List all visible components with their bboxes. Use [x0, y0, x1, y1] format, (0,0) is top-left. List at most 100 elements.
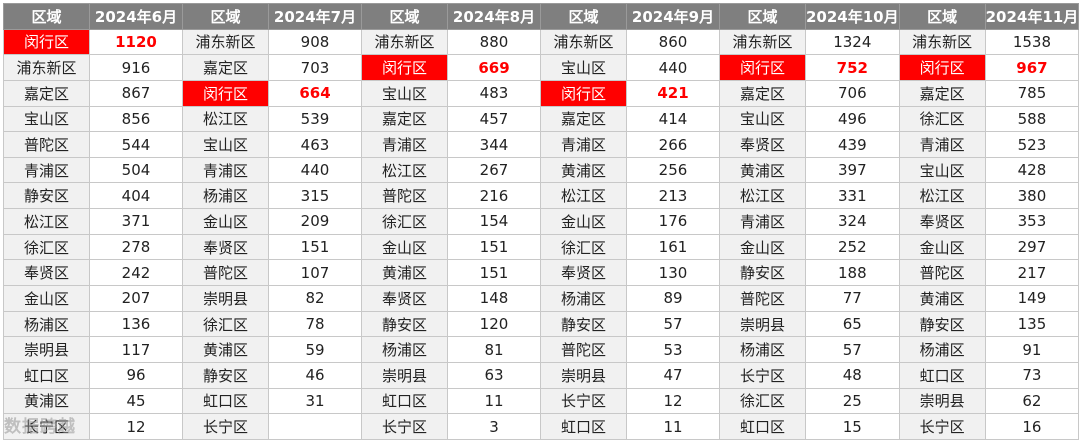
region-cell: 青浦区	[361, 131, 448, 158]
value-cell: 149	[984, 285, 1080, 312]
value-cell: 65	[805, 310, 900, 338]
region-cell: 长宁区	[540, 387, 627, 415]
region-cell: 浦东新区	[540, 28, 627, 56]
value-cell: 73	[984, 361, 1080, 389]
table-body: 闵行区 1120 浦东新区 908 浦东新区 880 浦东新区 860 浦东新区 1324 浦东新区…	[3, 28, 1080, 440]
region-cell: 闵行区	[3, 28, 90, 56]
region-cell: 黄浦区	[182, 336, 269, 363]
value-cell: 11	[626, 413, 720, 440]
region-cell: 杨浦区	[540, 285, 627, 312]
value-cell: 12	[626, 387, 720, 415]
value-cell: 130	[626, 259, 720, 287]
value-cell: 256	[626, 156, 720, 184]
value-cell: 3	[447, 413, 541, 440]
value-cell: 12	[89, 413, 183, 440]
table-row: 普陀区 544 宝山区 463 青浦区 344 青浦区 266 奉贤区 439 青浦区 523	[3, 131, 1080, 158]
value-cell: 483	[447, 79, 541, 107]
value-cell: 278	[89, 233, 183, 261]
region-cell: 普陀区	[719, 285, 806, 312]
value-cell: 785	[984, 79, 1080, 107]
value-cell: 380	[984, 182, 1080, 210]
region-cell: 闵行区	[361, 54, 448, 81]
region-cell: 虹口区	[3, 361, 90, 389]
region-cell: 嘉定区	[898, 79, 986, 107]
value-cell: 588	[984, 105, 1080, 133]
value-cell: 706	[805, 79, 900, 107]
region-header: 区域	[898, 3, 986, 30]
region-cell: 普陀区	[898, 259, 986, 287]
value-cell: 16	[984, 413, 1080, 440]
region-cell: 青浦区	[719, 208, 806, 235]
value-cell: 344	[447, 131, 541, 158]
region-cell: 浦东新区	[182, 28, 269, 56]
region-cell: 闵行区	[898, 54, 986, 81]
value-cell: 421	[626, 79, 720, 107]
region-cell: 黄浦区	[3, 387, 90, 415]
region-cell: 崇明县	[898, 387, 986, 415]
region-cell: 松江区	[540, 182, 627, 210]
region-cell: 松江区	[719, 182, 806, 210]
region-cell: 金山区	[182, 208, 269, 235]
value-cell: 216	[447, 182, 541, 210]
region-cell: 普陀区	[361, 182, 448, 210]
region-cell: 闵行区	[182, 79, 269, 107]
month-header: 2024年9月	[626, 3, 720, 30]
region-cell: 黄浦区	[719, 156, 806, 184]
value-cell: 1538	[984, 28, 1080, 56]
region-cell: 奉贤区	[182, 233, 269, 261]
region-cell: 静安区	[182, 361, 269, 389]
value-cell: 669	[447, 54, 541, 81]
value-cell: 752	[805, 54, 900, 81]
month-header: 2024年7月	[268, 3, 362, 30]
region-cell: 嘉定区	[3, 79, 90, 107]
region-cell: 嘉定区	[182, 54, 269, 81]
region-cell: 宝山区	[540, 54, 627, 81]
region-cell: 松江区	[182, 105, 269, 133]
region-cell: 崇明县	[361, 361, 448, 389]
region-cell: 黄浦区	[540, 156, 627, 184]
table-row: 徐汇区 278 奉贤区 151 金山区 151 徐汇区 161 金山区 252 金山区 297	[3, 233, 1080, 261]
value-cell: 53	[626, 336, 720, 363]
value-cell: 315	[268, 182, 362, 210]
value-cell: 48	[805, 361, 900, 389]
value-cell: 31	[268, 387, 362, 415]
region-cell: 金山区	[540, 208, 627, 235]
value-cell: 11	[447, 387, 541, 415]
region-cell: 徐汇区	[898, 105, 986, 133]
region-cell: 松江区	[3, 208, 90, 235]
region-cell: 青浦区	[3, 156, 90, 184]
value-cell: 107	[268, 259, 362, 287]
region-cell: 虹口区	[719, 413, 806, 440]
header-row: 区域 2024年6月 区域 2024年7月 区域 2024年8月 区域 2024…	[3, 3, 1080, 30]
region-cell: 松江区	[361, 156, 448, 184]
table-row: 奉贤区 242 普陀区 107 黄浦区 151 奉贤区 130 静安区 188 普陀区 217	[3, 259, 1080, 287]
value-cell: 57	[805, 336, 900, 363]
region-cell: 普陀区	[182, 259, 269, 287]
value-cell: 176	[626, 208, 720, 235]
region-cell: 浦东新区	[361, 28, 448, 56]
value-cell: 15	[805, 413, 900, 440]
region-header: 区域	[540, 3, 627, 30]
value-cell	[268, 413, 362, 440]
region-header: 区域	[361, 3, 448, 30]
value-cell: 880	[447, 28, 541, 56]
region-cell: 徐汇区	[3, 233, 90, 261]
value-cell: 860	[626, 28, 720, 56]
region-cell: 静安区	[898, 310, 986, 338]
value-cell: 908	[268, 28, 362, 56]
region-cell: 奉贤区	[719, 131, 806, 158]
region-cell: 黄浦区	[361, 259, 448, 287]
value-cell: 188	[805, 259, 900, 287]
value-cell: 523	[984, 131, 1080, 158]
value-cell: 463	[268, 131, 362, 158]
region-cell: 静安区	[3, 182, 90, 210]
region-cell: 长宁区	[3, 413, 90, 440]
region-cell: 金山区	[719, 233, 806, 261]
region-cell: 长宁区	[898, 413, 986, 440]
table-row: 崇明县 117 黄浦区 59 杨浦区 81 普陀区 53 杨浦区 57 杨浦区 91	[3, 336, 1080, 363]
value-cell: 117	[89, 336, 183, 363]
region-cell: 浦东新区	[719, 28, 806, 56]
table-row: 宝山区 856 松江区 539 嘉定区 457 嘉定区 414 宝山区 496 徐汇区 588	[3, 105, 1080, 133]
region-cell: 闵行区	[719, 54, 806, 81]
region-cell: 虹口区	[182, 387, 269, 415]
